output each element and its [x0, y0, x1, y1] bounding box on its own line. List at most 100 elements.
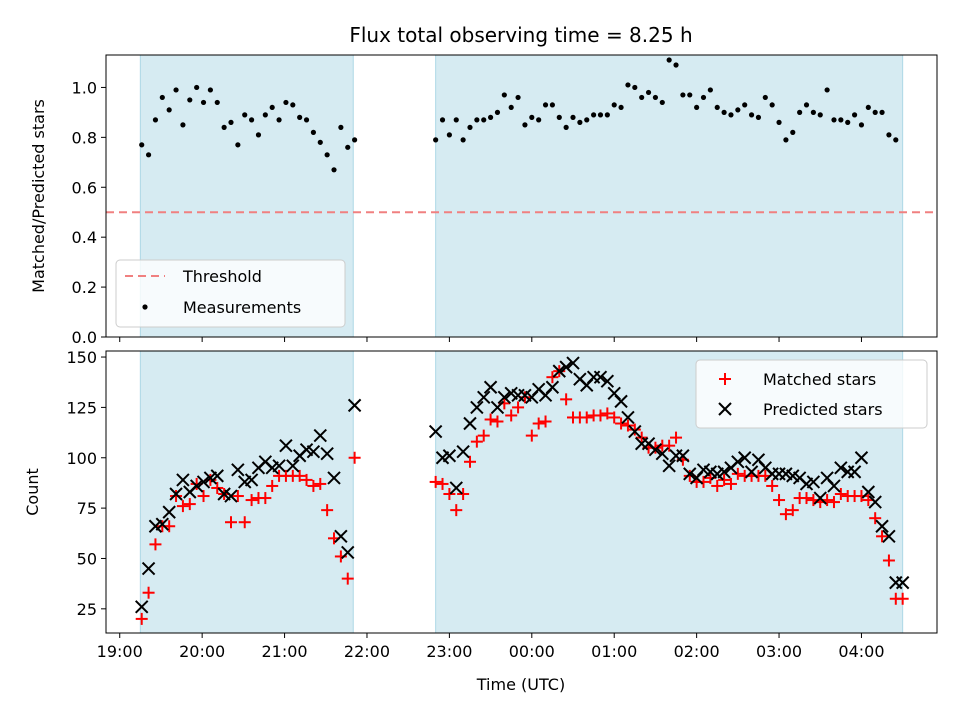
predicted-star-point — [456, 445, 470, 459]
matched-star-point — [608, 411, 621, 424]
top-y-tick-label: 0.0 — [72, 328, 97, 347]
matched-star-point — [314, 477, 327, 490]
measurement-point — [680, 92, 686, 98]
matched-star-point — [266, 479, 279, 492]
predicted-star-point — [135, 600, 149, 614]
bottom-x-ticks: 19:00 20:00 21:00 22:00 23:00 00:00 01:00 02:00… — [97, 633, 885, 661]
predicted-star-point — [428, 424, 443, 439]
matched-star-point — [307, 479, 320, 492]
measurement-point — [748, 112, 755, 118]
matched-star-point — [224, 516, 237, 529]
matched-star-point — [731, 467, 744, 480]
measurement-point — [783, 137, 789, 143]
measurement-point — [317, 139, 323, 145]
measurement-point — [460, 137, 466, 143]
matched-star-point — [245, 494, 258, 507]
matched-star-point — [601, 407, 614, 420]
matched-star-point — [477, 429, 490, 442]
predicted-star-point — [224, 489, 238, 503]
matched-star-point — [463, 455, 476, 468]
predicted-star-point — [442, 449, 457, 463]
measurement-point — [810, 109, 816, 115]
x-tick-label: 00:00 — [509, 642, 555, 661]
matched-star-point — [183, 498, 196, 511]
measurement-point — [242, 112, 248, 118]
bottom-panel: 25 50 75 100 125 150 19:00 20:00 21:00 22:00 23:0… — [23, 348, 938, 694]
matched-star-point — [176, 500, 189, 513]
predicted-star-point — [593, 370, 608, 384]
predicted-star-point — [662, 459, 676, 473]
measurement-point — [776, 119, 782, 125]
measurement-point — [769, 102, 775, 108]
matched-star-point — [800, 492, 813, 505]
measurement-point — [694, 104, 700, 111]
matched-star-point — [779, 508, 792, 521]
measurement-point — [303, 117, 310, 123]
measurement-point — [290, 102, 296, 108]
measurement-point — [632, 84, 638, 91]
bottom-y-ticks: 25 50 75 100 125 150 — [66, 348, 106, 619]
matched-star-point — [876, 530, 889, 543]
measurement-point — [221, 124, 227, 130]
matched-star-point — [457, 488, 470, 501]
predicted-star-point — [847, 465, 862, 479]
measurement-point — [728, 112, 734, 118]
measurement-point — [838, 117, 844, 123]
predicted-star-point — [552, 364, 566, 378]
measurement-point — [845, 119, 851, 125]
matched-star-point — [869, 512, 882, 525]
top-legend: Threshold Measurements — [115, 259, 346, 328]
measurement-point — [563, 124, 569, 130]
predicted-star-point — [272, 459, 286, 473]
predicted-star-point — [868, 495, 882, 509]
measurement-point — [762, 94, 768, 101]
measurement-point — [831, 117, 837, 123]
matched-star-point — [142, 586, 155, 599]
matched-star-point — [436, 477, 449, 490]
predicted-star-point — [559, 360, 573, 374]
predicted-star-point — [861, 485, 876, 499]
matched-star-point — [718, 473, 731, 486]
measurement-point — [687, 92, 693, 98]
measurement-point — [331, 167, 337, 173]
matched-star-point — [580, 411, 593, 424]
matched-star-point — [238, 516, 251, 529]
measurement-point — [556, 114, 562, 120]
matched-star-point — [635, 431, 648, 444]
predicted-star-point — [731, 455, 745, 469]
measurement-point — [248, 117, 255, 123]
measurement-point — [152, 117, 159, 123]
measurement-point — [536, 117, 542, 123]
predicted-star-point — [162, 505, 176, 519]
x-tick-label: 01:00 — [591, 642, 637, 661]
predicted-star-point — [279, 438, 293, 453]
measurement-point — [803, 102, 810, 108]
matched-star-point — [170, 490, 183, 503]
predicted-star-point — [176, 473, 190, 487]
predicted-star-point — [483, 380, 498, 394]
matched-star-point — [348, 451, 361, 464]
predicted-star-point — [882, 529, 896, 544]
measurement-point — [714, 104, 720, 111]
measurement-point — [639, 94, 645, 101]
legend-matched-swatch — [719, 373, 731, 385]
predicted-star-point — [189, 479, 204, 493]
top-measurement-points — [139, 57, 899, 173]
measurement-point — [591, 112, 597, 118]
matched-star-point — [321, 504, 334, 517]
predicted-star-point — [806, 475, 821, 489]
matched-star-point — [786, 504, 799, 517]
measurement-point — [851, 112, 858, 118]
measurement-point — [707, 87, 713, 93]
matched-star-point — [615, 417, 628, 430]
measurement-point — [235, 142, 241, 148]
matched-star-point — [135, 612, 148, 625]
predicted-star-point — [566, 356, 580, 370]
matched-star-point — [882, 554, 895, 567]
measurement-point — [255, 132, 262, 138]
measurement-point — [207, 87, 213, 93]
bottom-y-tick-label: 150 — [66, 348, 97, 367]
x-tick-label: 04:00 — [838, 642, 884, 661]
bottom-y-tick-label: 50 — [77, 549, 97, 568]
predicted-star-point — [449, 481, 463, 495]
